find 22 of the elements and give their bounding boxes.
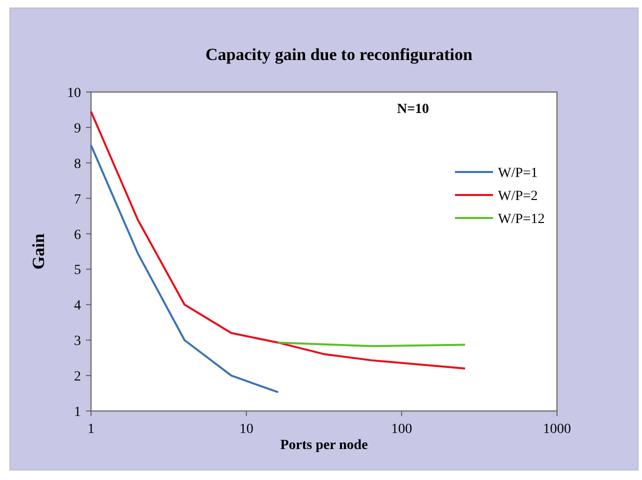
- y-tick-label: 7: [74, 192, 81, 208]
- y-tick-label: 2: [74, 370, 81, 385]
- legend-label: W/P=2: [498, 189, 538, 204]
- y-tick-label: 5: [74, 263, 81, 278]
- y-tick-label: 10: [67, 86, 81, 101]
- y-axis-title: Gain: [29, 233, 48, 270]
- legend-label: W/P=1: [498, 166, 538, 181]
- y-tick-label: 1: [74, 405, 81, 420]
- y-tick-label: 4: [74, 298, 81, 314]
- x-tick-label: 10: [239, 422, 254, 437]
- line-series: [90, 144, 280, 394]
- y-tick-label: 9: [74, 121, 81, 136]
- x-tick-label: 1000: [543, 422, 571, 437]
- x-axis-title: Ports per node: [280, 438, 368, 453]
- chart-title: Capacity gain due to reconfiguration: [206, 45, 474, 64]
- legend-label: W/P=12: [498, 212, 545, 227]
- y-tick-label: 8: [74, 156, 81, 172]
- y-tick-label: 3: [74, 334, 81, 350]
- annotation: N=10: [396, 102, 430, 117]
- x-tick-label: 1: [88, 422, 94, 437]
- y-tick-label: 6: [74, 228, 81, 243]
- x-tick-label: 100: [391, 422, 412, 437]
